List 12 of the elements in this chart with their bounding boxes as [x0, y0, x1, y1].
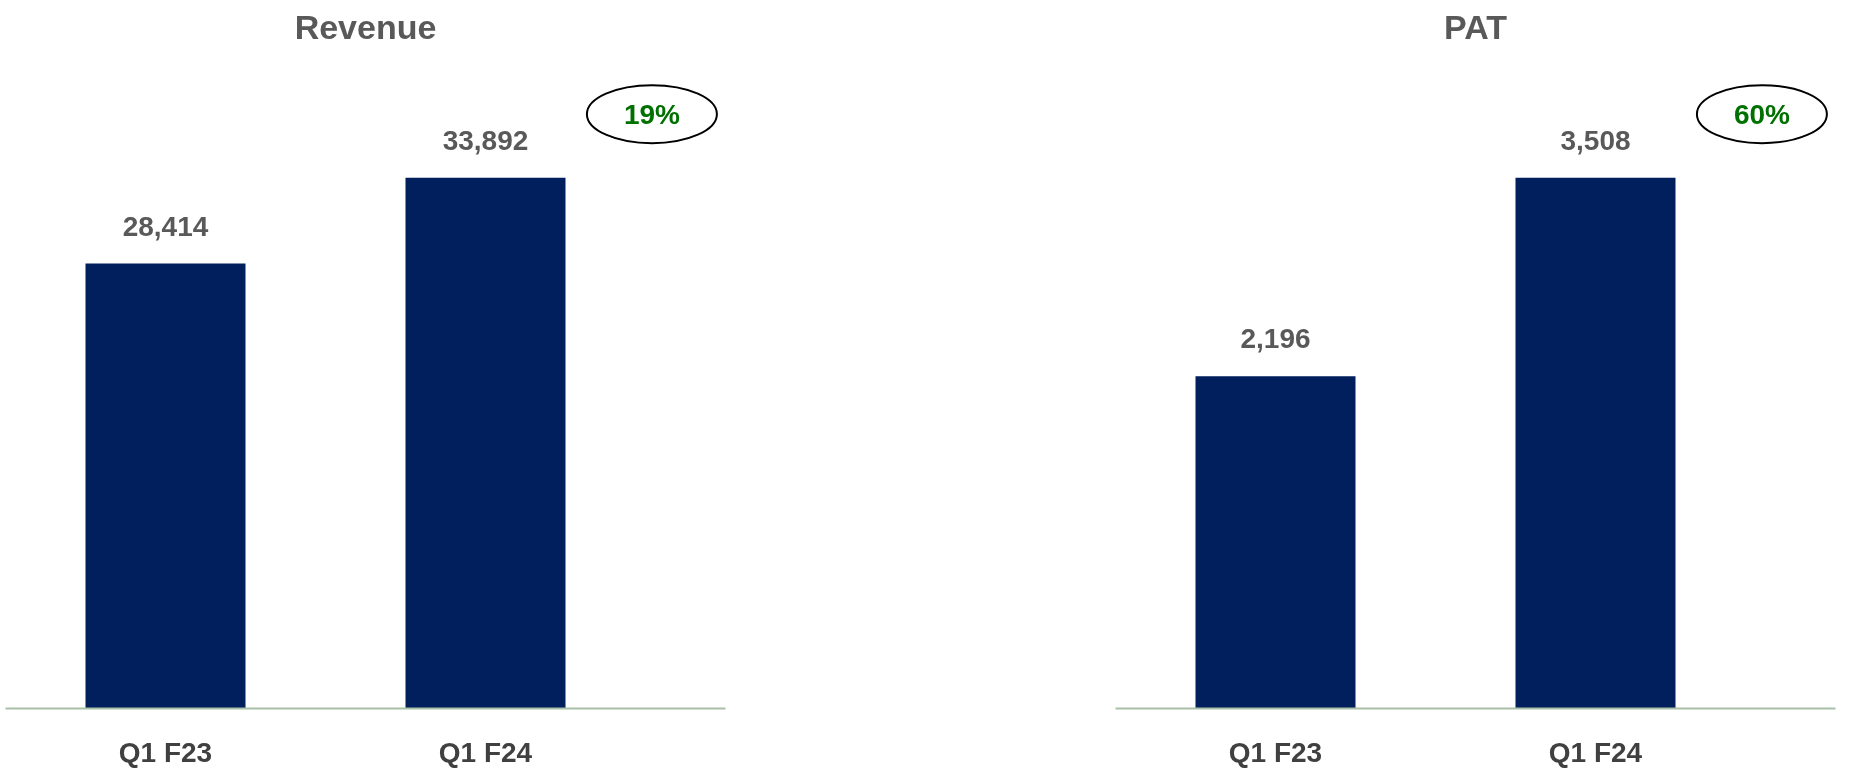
x-tick-label: Q1 F23 [118, 736, 213, 768]
chart-title: Revenue [294, 7, 437, 46]
data-label: 28,414 [122, 210, 209, 242]
text: 60% [1733, 98, 1791, 130]
data-label: 2,196 [1240, 323, 1311, 355]
text: 19% [623, 98, 681, 130]
x-tick-label: Q1 F24 [1548, 736, 1643, 768]
data-label: 33,892 [442, 124, 529, 156]
x-tick-label: Q1 F23 [1228, 736, 1323, 768]
chart-title: PAT [1444, 7, 1508, 46]
x-tick-label: Q1 F24 [438, 736, 533, 768]
data-label: 3,508 [1560, 124, 1631, 156]
